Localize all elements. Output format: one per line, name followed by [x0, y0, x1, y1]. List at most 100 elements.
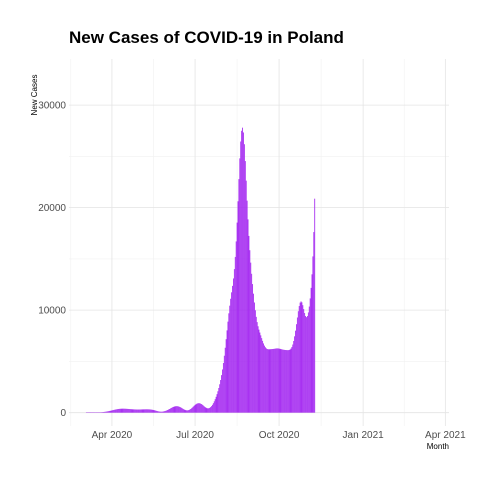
bar [224, 347, 226, 413]
bar [296, 317, 298, 413]
bar [247, 219, 249, 413]
bar [114, 409, 116, 413]
bar [129, 409, 131, 413]
bar [212, 403, 214, 413]
bar [103, 411, 105, 413]
bar [266, 349, 268, 413]
bar [165, 410, 167, 413]
bar [207, 408, 209, 413]
bar [169, 408, 171, 413]
bar [229, 305, 231, 413]
bar [310, 287, 312, 413]
bar [260, 335, 262, 413]
bar [196, 403, 198, 413]
bar [210, 407, 211, 413]
bar [281, 349, 283, 413]
bar [106, 411, 108, 413]
bar [235, 241, 237, 413]
bar [211, 406, 212, 413]
bar [297, 311, 299, 413]
x-tick-label: Oct 2020 [259, 430, 300, 441]
bar [259, 332, 261, 413]
bar [267, 349, 269, 413]
bar [141, 409, 143, 413]
bar [223, 355, 225, 413]
bar [264, 345, 265, 413]
bar [314, 198, 316, 413]
bar [189, 409, 190, 413]
bar [245, 180, 247, 413]
bar [282, 349, 284, 413]
bar [301, 302, 303, 413]
bar [117, 409, 119, 413]
bar [309, 298, 311, 413]
bar [168, 409, 169, 413]
bar [291, 347, 293, 413]
bar [300, 301, 302, 413]
bar [174, 406, 176, 413]
bar [166, 410, 168, 413]
bar [170, 407, 172, 413]
bar [144, 409, 146, 413]
bar [145, 409, 147, 413]
bar [180, 407, 181, 413]
bar [192, 406, 194, 413]
bar [305, 315, 306, 413]
bar [127, 408, 129, 413]
bar [222, 369, 223, 413]
bar [158, 411, 159, 413]
bar [218, 387, 220, 413]
bar [243, 144, 245, 413]
bar [242, 127, 243, 413]
bar [119, 408, 121, 413]
bar [228, 313, 230, 413]
bar [193, 405, 195, 413]
bar [226, 330, 228, 413]
bar [255, 316, 257, 413]
bar [256, 322, 258, 413]
bar [271, 349, 273, 413]
bar [125, 408, 127, 413]
bar [187, 410, 189, 413]
bar [115, 409, 116, 413]
bar [161, 411, 163, 413]
bar [286, 350, 288, 413]
bar [159, 411, 161, 413]
bar [118, 408, 120, 413]
bar [156, 410, 158, 413]
bar [287, 350, 289, 413]
bar [134, 409, 136, 413]
bar [234, 256, 236, 413]
bar [124, 408, 126, 413]
bar [298, 306, 300, 413]
bar [311, 274, 313, 413]
bar [116, 409, 117, 413]
bar [263, 343, 264, 413]
y-tick-label: 20000 [38, 203, 66, 214]
bar [182, 408, 184, 413]
bar [188, 410, 190, 413]
bar [205, 407, 207, 413]
bar [155, 410, 157, 413]
bar [171, 407, 173, 413]
bar [128, 409, 130, 413]
y-tick-label: 10000 [38, 306, 66, 317]
bar [190, 409, 191, 413]
bar [273, 348, 275, 413]
bar [178, 406, 180, 413]
bar [113, 409, 115, 413]
bar [149, 409, 151, 413]
y-tick-label: 0 [60, 408, 66, 419]
bar-series [85, 127, 316, 413]
bar [227, 321, 229, 413]
bar [130, 409, 132, 413]
bar [280, 349, 282, 413]
x-tick-label: Jul 2020 [176, 430, 214, 441]
bar [294, 336, 296, 413]
bar [274, 348, 275, 413]
bar [246, 200, 248, 413]
bar [126, 408, 127, 413]
bar [200, 403, 201, 413]
bar [148, 409, 149, 413]
bar [162, 411, 164, 413]
